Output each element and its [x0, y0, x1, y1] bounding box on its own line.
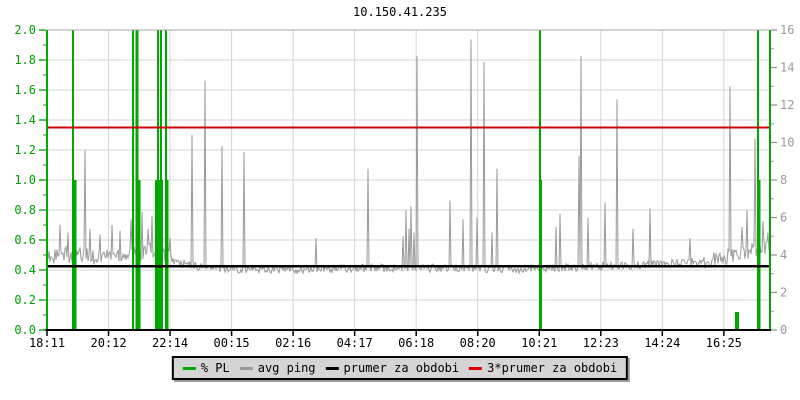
x-axis-label: 12:23 [583, 336, 619, 350]
left-axis-label: 0.6 [14, 233, 36, 247]
x-axis-label: 06:18 [398, 336, 434, 350]
left-axis-label: 1.0 [14, 173, 36, 187]
right-axis-label: 4 [780, 248, 787, 262]
packet-loss-bar [132, 30, 134, 330]
legend-item: 3*prumer za obdobi [469, 361, 617, 375]
legend-label: % PL [200, 361, 230, 375]
x-axis-label: 22:14 [152, 336, 188, 350]
x-axis-label: 16:25 [706, 336, 742, 350]
left-axis-label: 0.4 [14, 263, 36, 277]
legend-item: % PL [182, 361, 230, 375]
x-axis-label: 14:24 [644, 336, 680, 350]
chart-legend: % PL avg ping prumer za obdobi 3*prumer za … [171, 356, 629, 380]
legend-label: 3*prumer za obdobi [487, 361, 618, 375]
packet-loss-bar [165, 180, 169, 330]
left-axis-label: 1.4 [14, 113, 36, 127]
x-axis-label: 08:20 [460, 336, 496, 350]
left-axis-label: 1.6 [14, 83, 36, 97]
right-axis-label: 6 [780, 211, 787, 225]
left-axis-label: 0.2 [14, 293, 36, 307]
packet-loss-bar [72, 30, 74, 330]
legend-item: avg ping [239, 361, 316, 375]
packet-loss-bar [73, 180, 77, 330]
legend-swatch-icon [469, 366, 483, 370]
legend-label: prumer za obdobi [343, 361, 460, 375]
legend-swatch-icon [239, 366, 253, 370]
x-axis-label: 00:15 [214, 336, 250, 350]
x-axis-label: 04:17 [337, 336, 373, 350]
left-axis-label: 0.8 [14, 203, 36, 217]
right-axis-label: 12 [780, 98, 794, 112]
right-axis-label: 16 [780, 23, 794, 37]
left-axis-label: 1.8 [14, 53, 36, 67]
left-axis-label: 2.0 [14, 23, 36, 37]
packet-loss-bar [735, 312, 739, 330]
right-axis-label: 14 [780, 61, 794, 75]
right-axis-label: 0 [780, 323, 787, 337]
packet-loss-bar [135, 30, 139, 330]
packet-loss-bar [155, 180, 163, 330]
x-axis-label: 18:11 [29, 336, 65, 350]
x-axis-label: 02:16 [275, 336, 311, 350]
legend-swatch-icon [182, 366, 196, 370]
left-axis-label: 0.0 [14, 323, 36, 337]
right-axis-label: 10 [780, 136, 794, 150]
packet-loss-bar [137, 180, 141, 330]
legend-label: avg ping [257, 361, 316, 375]
left-axis-label: 1.2 [14, 143, 36, 157]
x-axis-label: 20:12 [90, 336, 126, 350]
x-axis-label: 10:21 [521, 336, 557, 350]
chart-title: 10.150.41.235 [353, 5, 447, 19]
right-axis-label: 8 [780, 173, 787, 187]
right-axis-label: 2 [780, 286, 787, 300]
legend-item: prumer za obdobi [325, 361, 460, 375]
packet-loss-bar [539, 180, 542, 330]
packet-loss-bar [757, 180, 761, 330]
legend-swatch-icon [325, 366, 339, 370]
